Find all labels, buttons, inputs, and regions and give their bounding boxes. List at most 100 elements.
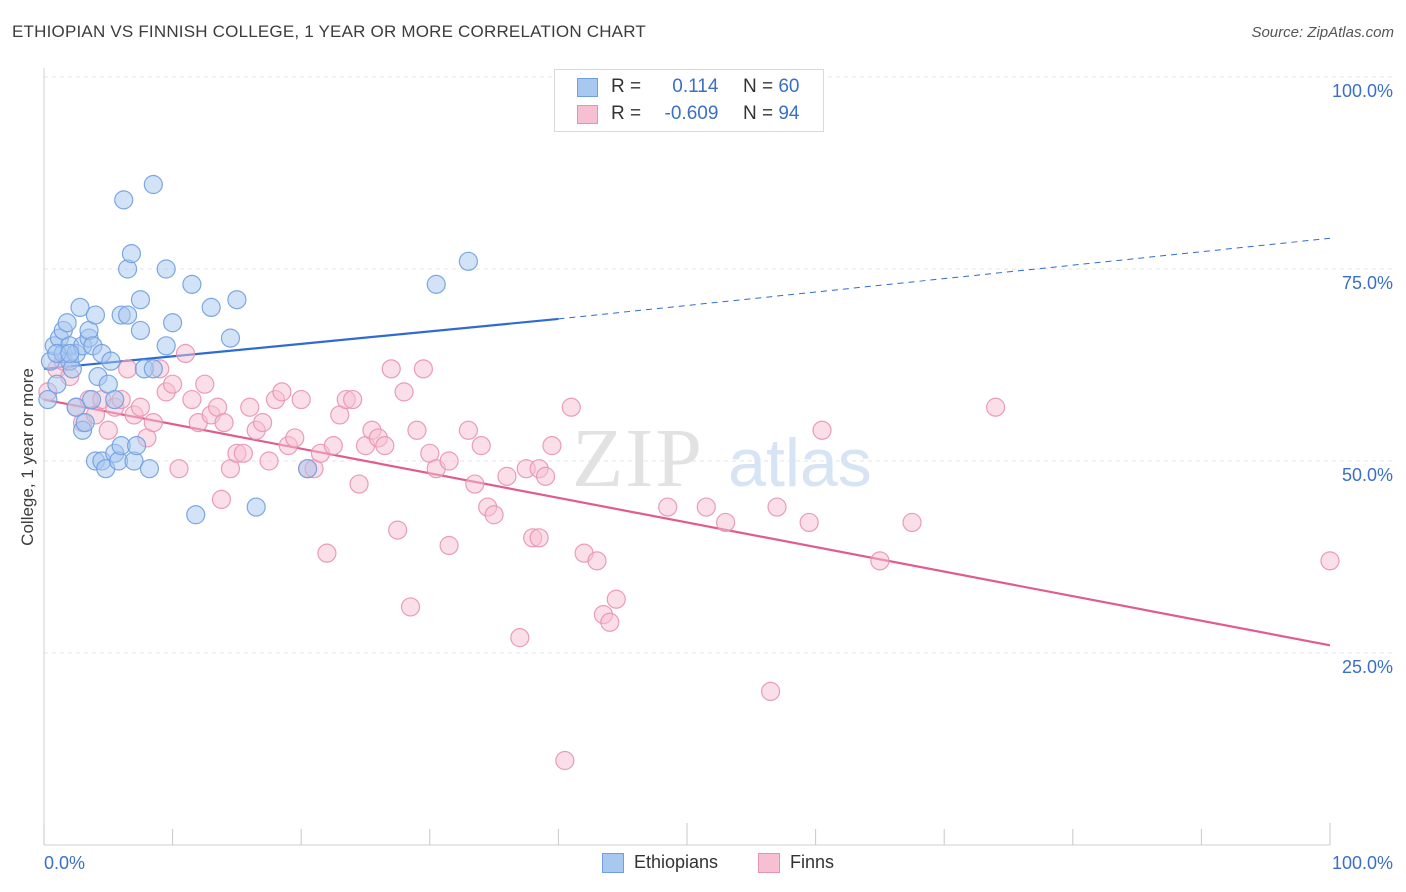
r-label: R = — [611, 76, 642, 97]
point-finns — [561, 397, 581, 417]
point-finns — [375, 436, 395, 456]
bottom-legend-swatch-ethiopians — [602, 853, 624, 873]
chart-title: ETHIOPIAN VS FINNISH COLLEGE, 1 YEAR OR … — [12, 22, 646, 41]
point-finns — [349, 474, 369, 494]
point-finns — [600, 612, 620, 632]
point-ethiopians — [121, 244, 142, 264]
point-finns — [323, 436, 343, 456]
point-ethiopians — [227, 290, 247, 310]
point-finns — [529, 528, 549, 548]
point-finns — [400, 597, 421, 617]
point-finns — [291, 389, 311, 410]
point-ethiopians — [126, 436, 147, 456]
point-ethiopians — [101, 351, 121, 371]
point-ethiopians — [130, 290, 151, 310]
legend-swatch-finns — [577, 105, 598, 124]
bottom-legend-label-finns: Finns — [790, 852, 835, 872]
point-finns — [555, 750, 575, 771]
point-ethiopians — [60, 343, 80, 364]
point-finns — [143, 413, 163, 433]
point-finns — [799, 512, 819, 533]
point-finns — [214, 413, 234, 433]
point-finns — [195, 374, 215, 394]
point-ethiopians — [81, 389, 102, 410]
point-ethiopians — [75, 413, 95, 433]
r-value-finns: -0.609 — [664, 103, 719, 124]
stats-legend: R = 0.114 N = 60 R = -0.609 N = 94 — [554, 69, 824, 132]
point-ethiopians — [182, 274, 202, 294]
watermark: ZIP atlas — [572, 412, 872, 505]
point-finns — [497, 466, 517, 486]
point-finns — [902, 512, 922, 533]
source-label: Source: ZipAtlas.com — [1251, 24, 1394, 41]
point-finns — [130, 397, 151, 417]
bottom-legend-swatch-finns — [758, 853, 780, 873]
y-tick-label: 75.0% — [1342, 273, 1393, 293]
bottom-legend-label-ethiopians: Ethiopians — [634, 852, 719, 872]
point-ethiopians — [143, 359, 163, 379]
point-finns — [465, 474, 485, 494]
point-ethiopians — [70, 297, 90, 317]
point-finns — [458, 420, 478, 440]
point-ethiopians — [66, 397, 86, 417]
point-finns — [760, 681, 781, 702]
point-ethiopians — [156, 336, 176, 356]
point-ethiopians — [114, 190, 134, 210]
point-finns — [510, 628, 530, 648]
y-tick-label: 100.0% — [1332, 81, 1393, 101]
data-points — [38, 174, 1340, 771]
point-finns — [870, 551, 890, 571]
point-ethiopians — [47, 374, 67, 394]
point-finns — [98, 420, 118, 440]
point-finns — [812, 420, 832, 440]
point-finns — [381, 359, 401, 379]
point-finns — [587, 551, 607, 571]
point-finns — [388, 520, 408, 540]
watermark-atlas: atlas — [728, 425, 872, 501]
point-ethiopians — [201, 297, 221, 317]
watermark-zip: ZIP — [572, 412, 704, 505]
point-finns — [175, 343, 196, 364]
point-finns — [240, 397, 260, 417]
point-finns — [767, 497, 787, 517]
point-ethiopians — [130, 320, 151, 341]
point-finns — [413, 359, 433, 379]
point-ethiopians — [426, 274, 446, 294]
trend-extension-ethiopians — [558, 237, 1331, 320]
point-finns — [211, 489, 232, 509]
n-label: N = — [742, 103, 774, 124]
axes — [43, 68, 1331, 846]
gridlines — [44, 76, 1395, 654]
point-finns — [253, 413, 273, 433]
point-ethiopians — [163, 313, 183, 333]
legend-swatch-ethiopians — [577, 78, 598, 97]
point-finns — [259, 451, 279, 471]
r-value-ethiopians: 0.114 — [672, 76, 719, 97]
point-finns — [484, 505, 504, 525]
trend-line-ethiopians — [43, 317, 559, 370]
point-finns — [696, 497, 716, 517]
y-tick-label: 50.0% — [1342, 465, 1393, 485]
point-finns — [986, 397, 1006, 417]
point-finns — [233, 443, 253, 463]
point-finns — [343, 389, 363, 410]
point-finns — [439, 535, 459, 556]
point-finns — [715, 512, 736, 533]
y-tick-label: 25.0% — [1342, 657, 1393, 677]
point-ethiopians — [38, 389, 58, 410]
point-ethiopians — [85, 305, 106, 325]
point-ethiopians — [105, 389, 125, 410]
point-finns — [439, 451, 459, 471]
point-finns — [542, 436, 562, 456]
x-tick-label: 0.0% — [44, 853, 85, 873]
point-ethiopians — [139, 459, 160, 479]
point-finns — [272, 382, 292, 402]
point-ethiopians — [246, 497, 266, 517]
point-finns — [394, 382, 414, 402]
trend-line-finns — [43, 398, 1331, 647]
point-ethiopians — [458, 251, 478, 271]
point-finns — [117, 359, 138, 379]
point-finns — [471, 436, 491, 456]
point-finns — [169, 459, 189, 479]
